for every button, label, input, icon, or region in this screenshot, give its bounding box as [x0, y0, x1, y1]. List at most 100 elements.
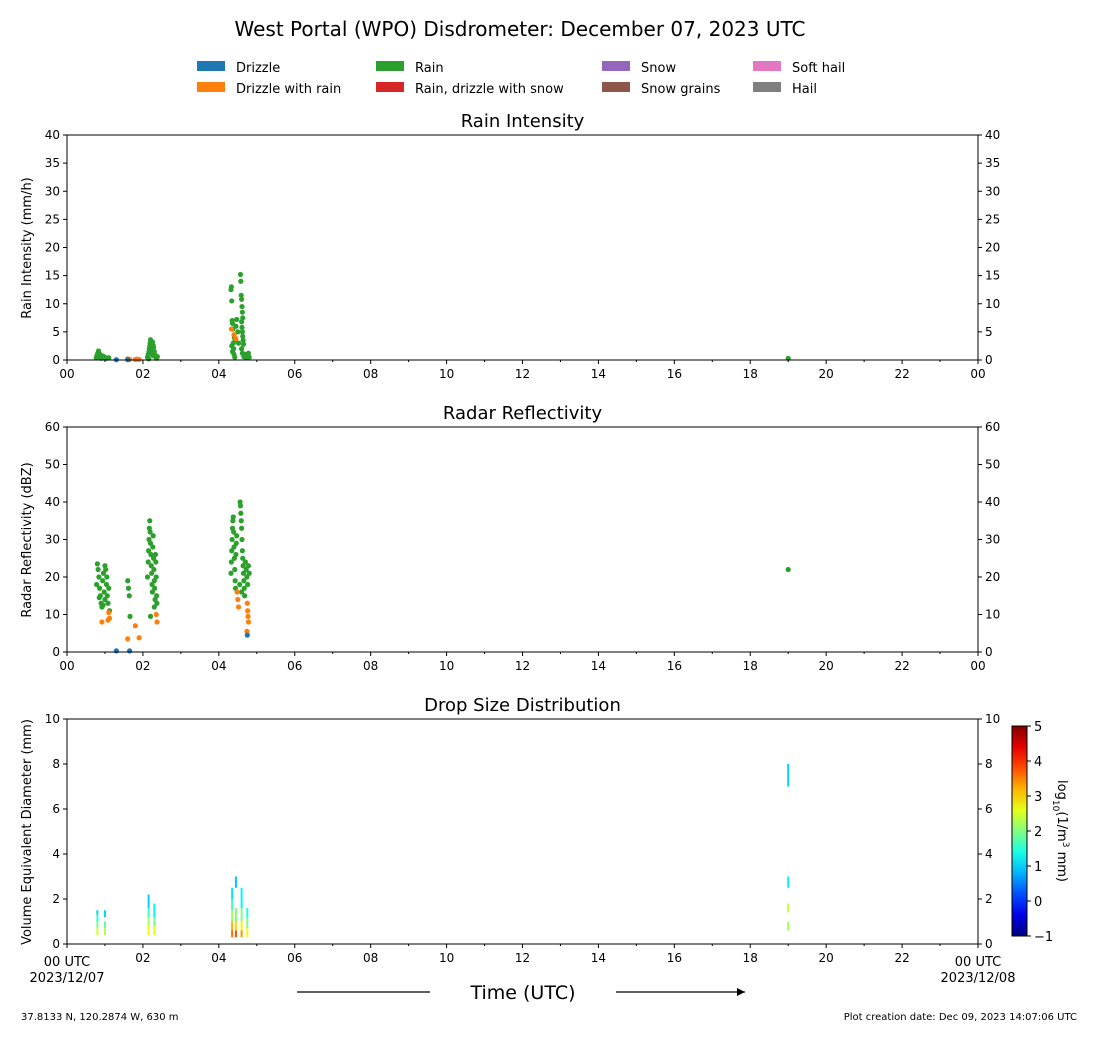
- y-tick-label: 50: [45, 458, 60, 472]
- data-point: [244, 600, 250, 606]
- y-tick-label: 0: [52, 937, 60, 951]
- x-end-label-time: 00 UTC: [955, 955, 1001, 970]
- heatmap-cell: [231, 930, 234, 938]
- y-tick-label-right: 20: [985, 241, 1000, 255]
- heatmap-cell: [147, 894, 150, 908]
- colorbar-tick-label: −1: [1034, 930, 1053, 945]
- data-point: [239, 309, 245, 315]
- x-tick-label: 18: [743, 367, 758, 381]
- legend-swatch: [197, 61, 225, 71]
- y-tick-label: 30: [45, 533, 60, 547]
- y-tick-label-right: 20: [985, 570, 1000, 584]
- data-point: [97, 585, 103, 591]
- figure-title: West Portal (WPO) Disdrometer: December …: [234, 17, 805, 41]
- data-point: [230, 514, 236, 520]
- heatmap-cell: [103, 928, 106, 935]
- y-tick-label: 40: [45, 128, 60, 142]
- y-tick-label-right: 30: [985, 533, 1000, 547]
- data-point: [238, 278, 244, 284]
- x-tick-label: 02: [135, 951, 150, 965]
- data-point: [235, 596, 241, 603]
- data-point: [239, 536, 245, 543]
- legend-swatch: [197, 82, 225, 92]
- data-point: [246, 354, 252, 360]
- x-tick-label: 14: [591, 659, 606, 673]
- heatmap-cell: [787, 903, 790, 913]
- data-point: [104, 593, 110, 599]
- data-point: [125, 578, 131, 584]
- data-point: [234, 533, 240, 539]
- colorbar-tick-label: 1: [1034, 860, 1042, 875]
- data-point: [246, 570, 252, 576]
- data-point: [106, 610, 112, 616]
- y-tick-label: 10: [45, 297, 60, 311]
- data-point: [243, 566, 249, 573]
- heatmap-cell: [240, 921, 243, 931]
- heatmap-cell: [231, 921, 234, 931]
- x-tick-label: 10: [439, 367, 454, 381]
- heatmap-cell: [787, 921, 790, 931]
- y-tick-label: 5: [52, 325, 60, 339]
- data-point: [100, 602, 106, 608]
- data-point: [231, 332, 237, 338]
- y-tick-label-right: 60: [985, 420, 1000, 434]
- heatmap-cell: [240, 887, 243, 908]
- data-point: [149, 589, 156, 595]
- data-point: [241, 585, 247, 591]
- x-axis-label: Time (UTC): [469, 982, 575, 1004]
- y-tick-label: 25: [45, 212, 60, 226]
- data-point: [240, 555, 246, 561]
- y-tick-label-right: 35: [985, 156, 1000, 170]
- y-tick-label: 2: [52, 892, 60, 906]
- legend-swatch: [376, 61, 404, 71]
- data-point: [152, 585, 158, 591]
- xlabel-arrow-head: [737, 988, 745, 996]
- data-point: [229, 343, 235, 349]
- heatmap-cell: [240, 930, 243, 938]
- x-tick-label: 16: [667, 951, 682, 965]
- x-tick-label: 04: [211, 367, 226, 381]
- data-point: [149, 570, 155, 576]
- x-tick-label: 22: [894, 659, 909, 673]
- panel-title: Rain Intensity: [461, 111, 585, 132]
- y-axis-label: Volume Equivalent Diameter (mm): [20, 719, 35, 945]
- data-point: [229, 298, 235, 304]
- y-tick-label-right: 40: [985, 495, 1000, 509]
- data-point: [136, 635, 142, 641]
- x-tick-label: 20: [819, 367, 834, 381]
- data-point: [238, 518, 244, 524]
- heatmap-cell: [96, 921, 99, 929]
- heatmap-cell: [96, 914, 99, 922]
- x-tick-label: 18: [743, 659, 758, 673]
- heatmap-cell: [246, 928, 249, 938]
- x-tick-label: 02: [135, 367, 150, 381]
- data-point: [235, 329, 241, 335]
- y-tick-label-right: 40: [985, 128, 1000, 142]
- data-point: [136, 356, 142, 363]
- x-tick-label: 16: [667, 659, 682, 673]
- data-point: [94, 581, 100, 588]
- data-point: [100, 570, 107, 576]
- y-tick-label-right: 4: [985, 847, 993, 861]
- data-point: [104, 574, 110, 580]
- data-point: [245, 619, 252, 625]
- data-point: [102, 596, 108, 603]
- x-tick-label: 00: [59, 367, 74, 381]
- legend-swatch: [753, 61, 781, 71]
- colorbar-tick-label: 0: [1034, 895, 1042, 910]
- colorbar-tick-label: 5: [1034, 720, 1042, 735]
- y-tick-label: 60: [45, 420, 60, 434]
- data-point: [235, 340, 242, 346]
- x-tick-label: 04: [211, 951, 226, 965]
- legend-label: Drizzle: [236, 61, 280, 76]
- x-tick-label: 08: [363, 659, 378, 673]
- data-point: [241, 578, 247, 584]
- data-point: [96, 574, 102, 580]
- data-point: [237, 499, 243, 505]
- data-point: [231, 544, 237, 550]
- x-tick-label: 02: [135, 659, 150, 673]
- data-point: [239, 589, 245, 595]
- footer-location: 37.8133 N, 120.2874 W, 630 m: [21, 1012, 179, 1023]
- colorbar-tick-label: 4: [1034, 755, 1042, 770]
- heatmap-cell: [787, 876, 790, 888]
